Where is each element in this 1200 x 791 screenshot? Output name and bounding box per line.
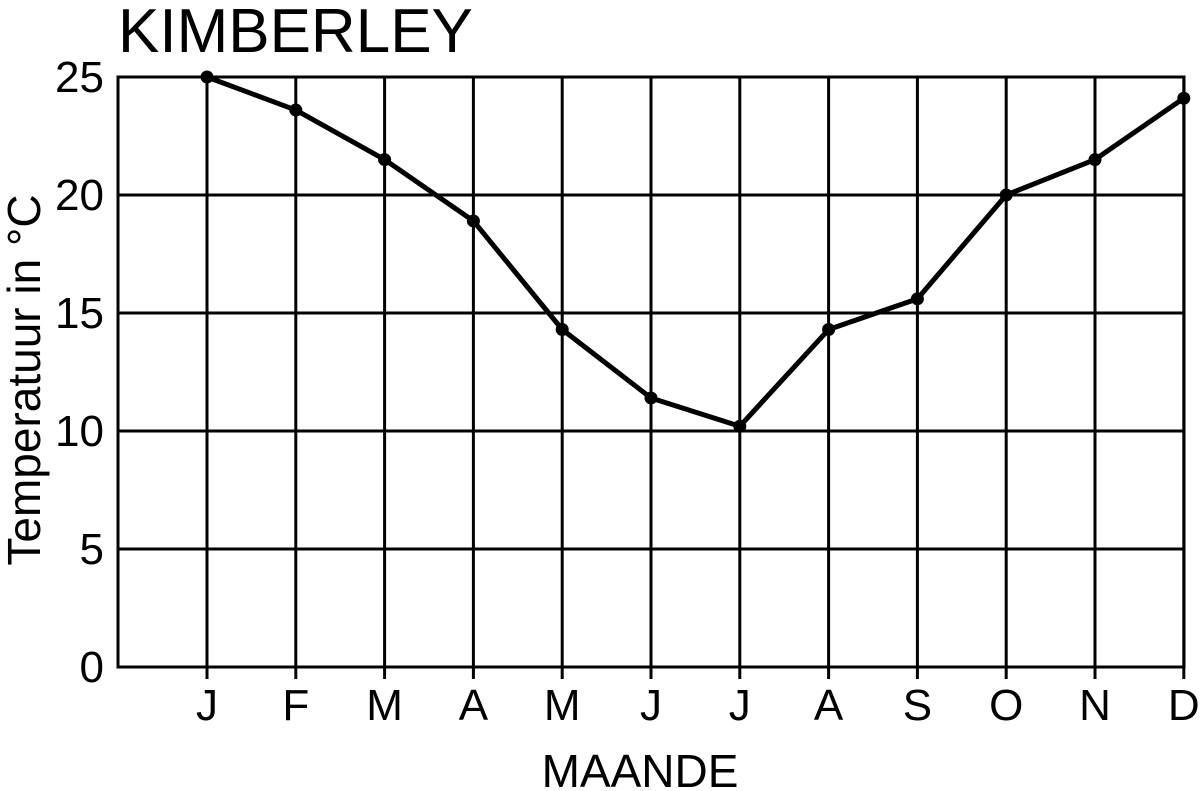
data-point xyxy=(1088,153,1102,167)
y-axis-ticks: 0 5 10 15 20 25 xyxy=(55,53,104,692)
x-tick-label: M xyxy=(544,681,581,730)
data-point xyxy=(733,419,747,433)
data-point xyxy=(378,153,392,167)
x-tick-label: N xyxy=(1079,681,1111,730)
x-tick-label: M xyxy=(366,681,403,730)
y-tick-label: 10 xyxy=(55,407,104,456)
x-tick-label: A xyxy=(814,681,844,730)
data-point xyxy=(1177,91,1191,105)
x-axis-label: MAANDE xyxy=(542,745,739,791)
y-tick-label: 15 xyxy=(55,289,104,338)
x-tick-label: A xyxy=(459,681,489,730)
y-tick-label: 0 xyxy=(80,643,104,692)
data-point xyxy=(200,70,214,84)
data-point xyxy=(822,323,836,337)
y-tick-label: 20 xyxy=(55,171,104,220)
temperature-series xyxy=(200,70,1191,433)
data-point xyxy=(466,214,480,228)
y-tick-label: 5 xyxy=(80,525,104,574)
y-axis-label: Temperatuur in °C xyxy=(0,194,50,565)
grid xyxy=(116,75,1186,679)
x-tick-label: O xyxy=(989,681,1023,730)
data-point xyxy=(289,103,303,117)
series-line xyxy=(206,74,1186,429)
x-tick-label: F xyxy=(282,681,309,730)
data-point xyxy=(910,292,924,306)
data-point xyxy=(555,323,569,337)
data-point xyxy=(644,391,658,405)
y-tick-label: 25 xyxy=(55,53,104,102)
x-tick-label: S xyxy=(903,681,932,730)
chart-title: KIMBERLEY xyxy=(118,0,473,66)
data-point xyxy=(999,188,1013,202)
x-tick-label: J xyxy=(640,681,662,730)
x-tick-label: J xyxy=(196,681,218,730)
x-tick-label: J xyxy=(729,681,751,730)
x-tick-label: D xyxy=(1168,681,1200,730)
